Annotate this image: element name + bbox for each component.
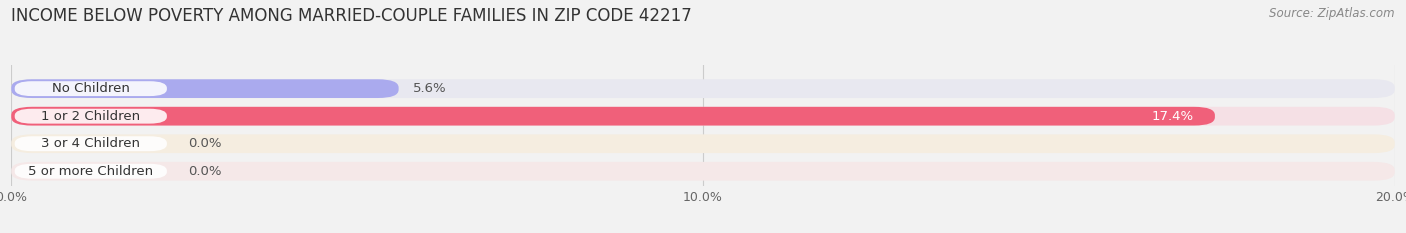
Text: INCOME BELOW POVERTY AMONG MARRIED-COUPLE FAMILIES IN ZIP CODE 42217: INCOME BELOW POVERTY AMONG MARRIED-COUPL… xyxy=(11,7,692,25)
FancyBboxPatch shape xyxy=(14,136,167,151)
FancyBboxPatch shape xyxy=(14,109,167,124)
Text: 0.0%: 0.0% xyxy=(187,165,221,178)
FancyBboxPatch shape xyxy=(11,107,1215,126)
Text: 1 or 2 Children: 1 or 2 Children xyxy=(41,110,141,123)
Text: Source: ZipAtlas.com: Source: ZipAtlas.com xyxy=(1270,7,1395,20)
Text: 5.6%: 5.6% xyxy=(412,82,446,95)
FancyBboxPatch shape xyxy=(14,81,167,96)
FancyBboxPatch shape xyxy=(11,107,1395,126)
Text: No Children: No Children xyxy=(52,82,129,95)
Text: 17.4%: 17.4% xyxy=(1152,110,1194,123)
FancyBboxPatch shape xyxy=(11,79,399,98)
Text: 0.0%: 0.0% xyxy=(187,137,221,150)
FancyBboxPatch shape xyxy=(14,164,167,179)
Text: 5 or more Children: 5 or more Children xyxy=(28,165,153,178)
Text: 3 or 4 Children: 3 or 4 Children xyxy=(41,137,141,150)
FancyBboxPatch shape xyxy=(11,162,1395,181)
FancyBboxPatch shape xyxy=(11,134,1395,153)
FancyBboxPatch shape xyxy=(11,79,1395,98)
